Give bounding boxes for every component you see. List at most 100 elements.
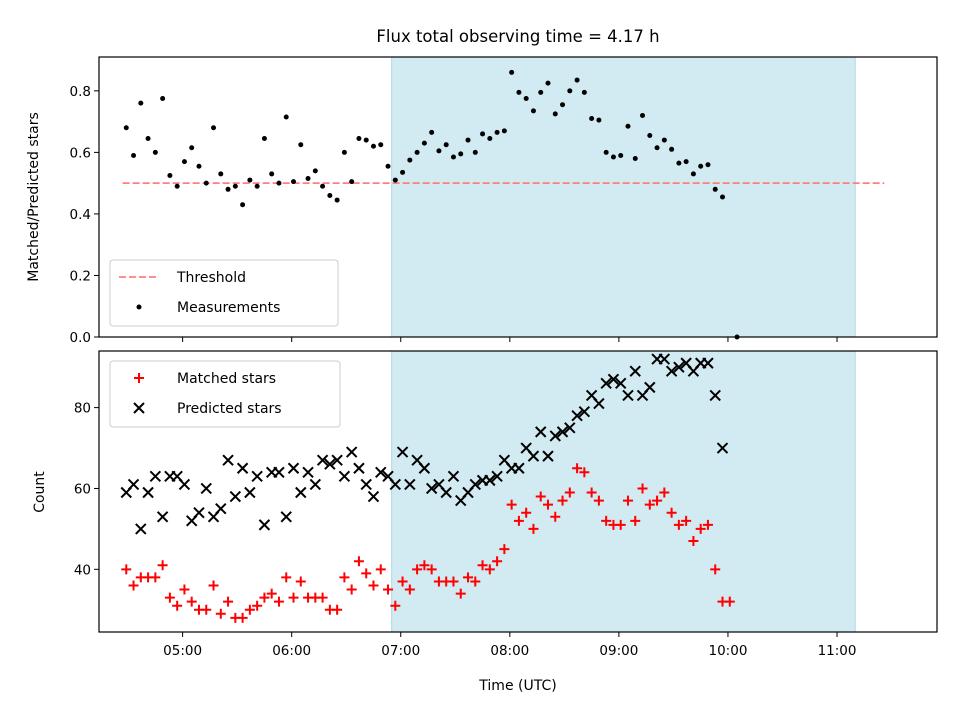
top-panel: 0.0 0.2 0.4 0.6 0.8 Threshold Measurements	[70, 56, 938, 346]
x-tick-label: 05:00	[163, 643, 202, 659]
y-axis-label-bottom: Count	[32, 471, 48, 513]
measurement-point	[414, 149, 420, 155]
matched-star-point	[550, 511, 561, 522]
predicted-star-point	[665, 365, 678, 377]
legend-matched-swatch	[134, 373, 144, 383]
matched-star-point	[281, 572, 292, 583]
measurement-point	[341, 149, 347, 155]
measurement-point	[465, 137, 471, 143]
predicted-star-point	[556, 426, 569, 438]
y-tick-label: 80	[74, 401, 91, 417]
y-tick-label: 0.8	[70, 84, 91, 100]
measurement-point	[661, 137, 667, 143]
matched-star-point	[630, 515, 641, 526]
matched-star-point	[164, 592, 175, 603]
matched-star-point	[463, 572, 474, 583]
measurement-point	[225, 186, 231, 192]
predicted-star-point	[258, 519, 271, 531]
matched-star-point	[383, 584, 394, 595]
measurement-point	[632, 156, 638, 162]
matched-star-point	[412, 564, 423, 575]
legend-box	[109, 259, 339, 327]
measurement-point	[603, 149, 609, 155]
measurement-point	[283, 114, 289, 120]
predicted-star-point	[673, 361, 685, 373]
measurement-point	[334, 197, 340, 203]
measurement-point	[247, 177, 253, 183]
matched-star-point	[288, 592, 299, 603]
measurement-point	[647, 132, 653, 138]
predicted-star-point	[513, 462, 525, 474]
measurement-point	[181, 159, 187, 165]
measurement-point	[589, 116, 595, 122]
measurement-point	[240, 202, 246, 208]
measurement-point	[472, 149, 478, 155]
matched-star-point	[513, 515, 524, 526]
chart-title: Flux total observing time = 4.17 h	[376, 27, 659, 46]
measurement-point	[152, 149, 158, 155]
matched-star-point	[484, 564, 495, 575]
measurement-point	[232, 183, 238, 189]
predicted-star-point	[447, 470, 460, 483]
predicted-star-point	[389, 478, 402, 491]
measurement-point	[676, 160, 682, 166]
axes-frame	[98, 56, 938, 338]
matched-star-point	[702, 519, 713, 530]
measurement-point	[494, 129, 500, 135]
matched-star-point	[128, 580, 139, 591]
matched-star-point	[186, 596, 197, 607]
measurement-point	[552, 111, 558, 117]
predicted-star-point	[607, 373, 620, 386]
matched-star-point	[572, 463, 583, 474]
measurement-point	[705, 162, 711, 168]
measurement-point	[138, 100, 144, 106]
measurement-point	[312, 168, 318, 174]
measurement-point	[545, 80, 551, 86]
measurement-point	[385, 163, 391, 169]
predicted-star-point	[193, 507, 205, 519]
predicted-star-point	[236, 462, 249, 474]
measurement-point	[698, 163, 704, 169]
measurement-point	[203, 180, 209, 186]
predicted-star-point	[251, 470, 263, 483]
measurement-point	[356, 136, 362, 142]
matched-star-point	[622, 495, 633, 506]
matched-star-point	[593, 495, 604, 506]
y-axis-label-top: Matched/Predicted stars	[26, 112, 42, 282]
matched-star-point	[492, 556, 503, 567]
predicted-star-point	[324, 458, 336, 470]
matched-star-point	[215, 608, 226, 619]
matched-star-point	[470, 576, 481, 587]
measurement-point	[189, 145, 195, 151]
matched-star-point	[208, 580, 219, 591]
matched-star-point	[397, 576, 408, 587]
measurement-point	[683, 159, 689, 165]
measurement-point	[581, 89, 587, 95]
measurement-point	[669, 146, 675, 152]
predicted-star-point	[542, 450, 554, 462]
matched-star-point	[375, 564, 386, 575]
measurement-point	[480, 131, 486, 137]
matched-star-point	[368, 580, 379, 591]
matched-star-point	[266, 588, 277, 599]
legend-measurement-swatch	[136, 304, 142, 310]
measurement-point	[458, 151, 464, 157]
measurement-point	[654, 145, 660, 151]
predicted-star-point	[200, 482, 212, 495]
matched-star-point	[361, 568, 372, 579]
measurement-point	[523, 96, 529, 102]
x-axis-label: Time (UTC)	[478, 678, 556, 694]
predicted-star-point	[716, 442, 729, 454]
predicted-star-point	[309, 478, 322, 491]
predicted-star-point	[593, 397, 605, 410]
matched-star-point	[346, 584, 357, 595]
measurement-point	[400, 169, 406, 175]
series-matched-stars	[121, 463, 735, 623]
measurement-point	[625, 123, 631, 129]
predicted-star-point	[484, 474, 496, 487]
matched-star-point	[150, 572, 161, 583]
measurement-point	[516, 89, 522, 95]
predicted-star-point	[535, 426, 547, 438]
measurement-point	[131, 152, 137, 158]
measurement-point	[370, 143, 376, 149]
